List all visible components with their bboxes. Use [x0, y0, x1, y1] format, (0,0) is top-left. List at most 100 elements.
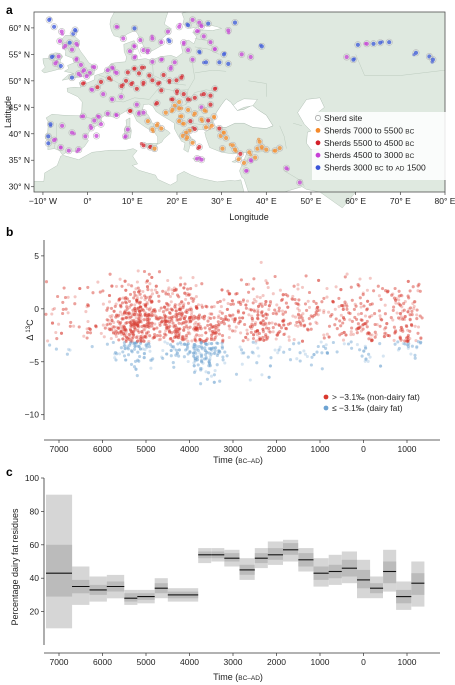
non-dairy-point	[155, 315, 159, 319]
non-dairy-point	[138, 309, 142, 313]
non-dairy-point	[365, 319, 369, 323]
dairy-fat-point	[207, 364, 211, 368]
dairy-fat-point	[220, 341, 224, 345]
non-dairy-point	[312, 313, 316, 317]
non-dairy-point	[142, 269, 147, 274]
non-dairy-point	[200, 303, 204, 307]
non-dairy-point	[144, 312, 148, 316]
dairy-fat-point	[183, 342, 187, 346]
non-dairy-point	[330, 313, 334, 317]
non-dairy-point	[88, 331, 93, 335]
non-dairy-point	[198, 316, 202, 320]
non-dairy-point	[142, 323, 146, 327]
dairy-fat-point	[410, 344, 414, 348]
non-dairy-point	[380, 287, 385, 291]
non-dairy-point	[174, 327, 178, 332]
non-dairy-point	[116, 331, 120, 336]
non-dairy-point	[110, 284, 114, 288]
non-dairy-point	[258, 302, 262, 306]
non-dairy-point	[130, 339, 134, 344]
site-ring	[131, 65, 139, 73]
non-dairy-point	[341, 307, 345, 311]
non-dairy-point	[147, 272, 151, 276]
dairy-fat-point	[254, 341, 258, 345]
non-dairy-point	[384, 326, 388, 330]
dairy-fat-point	[90, 345, 94, 349]
non-dairy-point	[405, 339, 409, 343]
non-dairy-point	[188, 316, 192, 320]
non-dairy-point	[406, 338, 410, 342]
non-dairy-point	[271, 311, 275, 316]
non-dairy-point	[418, 289, 422, 293]
dairy-fat-point	[68, 348, 72, 352]
dairy-fat-point	[250, 350, 254, 354]
sherd-point	[371, 41, 376, 46]
non-dairy-point	[359, 318, 363, 322]
dairy-fat-point	[165, 341, 170, 345]
non-dairy-point	[286, 294, 290, 298]
non-dairy-point	[44, 280, 49, 284]
site-ring	[177, 112, 185, 120]
non-dairy-point	[277, 323, 281, 327]
non-dairy-point	[105, 308, 109, 312]
non-dairy-point	[124, 328, 128, 332]
dairy-fat-point	[205, 343, 209, 347]
non-dairy-point	[298, 321, 302, 325]
non-dairy-point	[410, 309, 414, 313]
non-dairy-point	[117, 338, 121, 342]
dairy-fat-point	[316, 344, 320, 349]
non-dairy-point	[180, 300, 184, 304]
sherd-point	[217, 60, 222, 65]
dairy-fat-point	[216, 351, 220, 356]
non-dairy-point	[263, 302, 267, 306]
non-dairy-point	[133, 313, 137, 317]
site-ring	[45, 16, 53, 24]
non-dairy-point	[150, 321, 154, 325]
dairy-fat-point	[138, 347, 143, 351]
non-dairy-point	[396, 316, 401, 320]
dairy-fat-point	[200, 353, 204, 357]
site-ring	[126, 47, 134, 55]
dairy-fat-point	[196, 348, 200, 353]
non-dairy-point	[249, 308, 253, 312]
dairy-fat-point	[126, 347, 130, 351]
non-dairy-point	[156, 317, 160, 321]
legend-label-mid: Sherds 5500 to 4500 BC	[324, 138, 415, 148]
non-dairy-point	[186, 287, 190, 291]
non-dairy-point	[265, 337, 269, 341]
non-dairy-point	[221, 338, 225, 342]
non-dairy-point	[209, 316, 213, 320]
non-dairy-point	[174, 315, 178, 319]
non-dairy-point	[192, 322, 197, 326]
non-dairy-point	[401, 329, 405, 333]
non-dairy-point	[142, 302, 146, 307]
site-ring	[151, 145, 159, 153]
non-dairy-point	[186, 301, 191, 305]
non-dairy-point	[119, 304, 123, 308]
non-dairy-point	[234, 325, 238, 329]
dairy-fat-point	[240, 362, 244, 366]
sherd-point	[129, 109, 133, 113]
non-dairy-point	[172, 286, 176, 290]
dairy-fat-point	[349, 340, 353, 344]
non-dairy-point	[316, 305, 320, 309]
non-dairy-point	[301, 312, 305, 316]
non-dairy-point	[187, 308, 191, 312]
non-dairy-point	[256, 310, 260, 314]
dairy-fat-point	[208, 357, 212, 361]
non-dairy-point	[305, 308, 309, 312]
non-dairy-point	[61, 307, 65, 311]
dairy-fat-point	[172, 365, 176, 369]
site-ring	[65, 147, 73, 155]
dairy-fat-point	[325, 351, 330, 355]
non-dairy-point	[193, 327, 198, 331]
non-dairy-point	[122, 311, 126, 315]
non-dairy-point	[366, 299, 370, 303]
non-dairy-point	[219, 316, 223, 321]
non-dairy-point	[393, 286, 397, 291]
non-dairy-point	[122, 325, 126, 329]
dairy-fat-point	[209, 352, 213, 356]
non-dairy-point	[117, 331, 121, 335]
dairy-fat-point	[169, 348, 173, 353]
non-dairy-point	[256, 304, 261, 308]
